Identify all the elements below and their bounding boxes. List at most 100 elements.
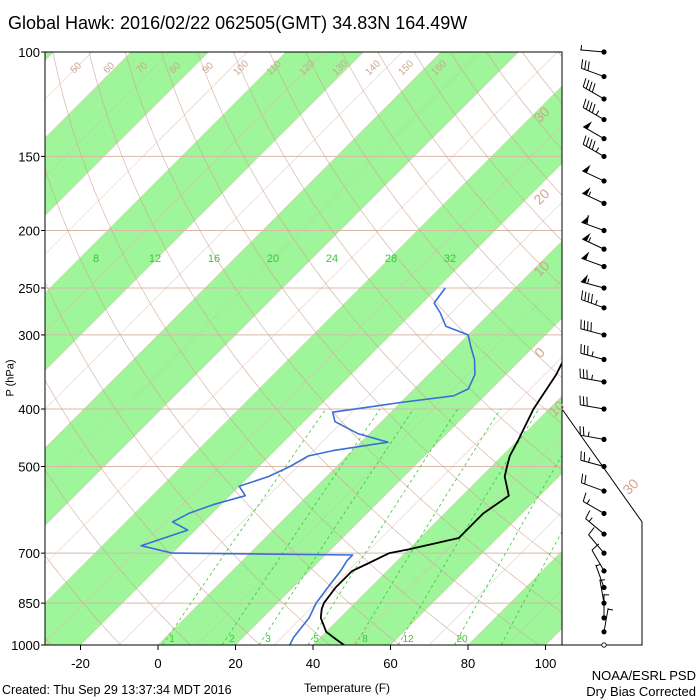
isotherm-line: [274, 356, 562, 645]
temperature-tick-label: 20: [228, 656, 242, 671]
wind-barb-half-feather: [587, 278, 590, 284]
dry-adiabat: [631, 52, 700, 645]
isotherm-line: [45, 52, 442, 449]
mixing-ratio-label: 1: [169, 634, 175, 645]
wind-barb: [580, 451, 607, 470]
pressure-tick-label: 150: [18, 149, 40, 164]
wind-barb-feather: [587, 61, 590, 71]
mixing-ratio-line: [397, 408, 540, 645]
wind-barb: [580, 290, 607, 311]
mixing-ratio-line: [454, 454, 562, 645]
temperature-tick-label: -20: [71, 656, 90, 671]
wind-barb-feather: [582, 135, 587, 145]
wind-barb-half-feather: [591, 351, 594, 357]
wind-barb-shaft: [581, 299, 605, 309]
wind-barb: [582, 164, 607, 184]
plot-frame: [44, 51, 563, 646]
wind-barb: [601, 642, 607, 648]
wind-barb-feather: [590, 293, 594, 304]
wind-barb: [582, 492, 607, 517]
dry-adiabat: [269, 52, 562, 425]
chart-title: Global Hawk: 2016/02/22 062505(GMT) 34.8…: [8, 13, 468, 33]
panel-extension-frame: [561, 408, 643, 646]
wind-barb-half-feather: [595, 563, 602, 567]
isotherm-line: [45, 52, 480, 488]
wind-barb-feather: [588, 527, 595, 536]
wind-barb-half-feather: [595, 110, 600, 116]
dry-adiabat: [341, 52, 562, 333]
wind-barb-half-feather: [591, 374, 594, 380]
wind-barb: [582, 78, 607, 102]
wind-barb: [582, 98, 607, 123]
wind-barb: [585, 510, 607, 537]
temperature-line: [319, 360, 562, 645]
mixing-ratio-line: [258, 408, 414, 645]
isotherm-line: [45, 52, 209, 216]
isotherm-line: [45, 52, 325, 333]
wind-barb-shaft: [581, 67, 605, 78]
wind-barb-pennant: [583, 121, 593, 130]
wind-barb-feather: [586, 215, 589, 225]
mixing-ratio-line: [354, 408, 501, 645]
pressure-tick-label: 250: [18, 281, 40, 296]
wind-barb: [601, 608, 614, 635]
isotherm-line: [45, 52, 170, 178]
wind-barb-pennant: [582, 164, 591, 173]
isotherm-line: [351, 434, 562, 645]
wind-barb-half-feather: [588, 457, 591, 463]
wind-barb-feather: [585, 100, 590, 110]
mixing-ratio-line: [500, 530, 562, 645]
mixing-ratio-label: 8: [362, 634, 368, 645]
dry-adiabat: [667, 52, 700, 645]
wind-barb: [581, 251, 607, 270]
wind-barb-feather: [591, 543, 600, 551]
wind-barb-shaft: [580, 459, 605, 467]
wind-barb-pennant: [580, 274, 588, 284]
dry-adiabat: [88, 52, 540, 645]
wind-barb-shaft: [595, 564, 605, 588]
mixing-ratio-label: 3: [265, 634, 271, 645]
wind-barb-half-feather: [607, 608, 614, 611]
dry-adiabat: [45, 379, 261, 645]
mixing-ratio-label: 5: [313, 634, 319, 645]
temperature-tick-label: 0: [154, 656, 161, 671]
pressure-tick-label: 850: [18, 596, 40, 611]
pressure-tick-label: 100: [18, 45, 40, 60]
wind-barb-feather: [582, 98, 587, 108]
isotherm-line: [662, 52, 700, 645]
wind-barb: [579, 395, 607, 412]
wind-barb: [580, 274, 607, 291]
wind-barb: [595, 563, 607, 591]
wind-barb-feather: [582, 492, 587, 502]
wind-barb-shaft: [585, 518, 605, 535]
dry-adiabat: [45, 167, 400, 645]
isotherm-label: 90: [200, 60, 216, 76]
background-lines: [45, 52, 700, 645]
pressure-tick-label: 700: [18, 546, 40, 561]
pressure-tick-label: 1000: [11, 638, 40, 653]
wind-barb-feather: [580, 473, 584, 483]
pressure-tick-label: 300: [18, 328, 40, 343]
wind-barb-shaft: [588, 534, 605, 554]
dry-adiabat: [594, 52, 700, 645]
wind-barb: [582, 232, 607, 252]
wind-barb: [601, 593, 609, 621]
isotherm-label: 140: [363, 58, 383, 78]
mixing-ratio-label: 20: [456, 634, 468, 645]
mixing-ratio-line: [307, 408, 459, 645]
wind-barb-shaft: [580, 404, 605, 410]
wind-barb-station: [601, 73, 607, 80]
temperature-tick-label: 100: [535, 656, 557, 671]
wind-barb-feather: [588, 81, 593, 91]
isotherm-line: [157, 240, 562, 645]
wind-barb: [582, 135, 607, 160]
wind-barb-shaft: [582, 170, 605, 182]
pressure-tick-label: 200: [18, 224, 40, 239]
isotherm-line: [45, 52, 558, 565]
pressure-tick-label: 500: [18, 459, 40, 474]
dry-adiabat: [305, 52, 562, 379]
temperature-tick-label: 80: [461, 656, 475, 671]
pressure-tick-label: 400: [18, 402, 40, 417]
wind-barb-shaft: [603, 608, 609, 632]
wind-barb-feather: [584, 60, 587, 70]
